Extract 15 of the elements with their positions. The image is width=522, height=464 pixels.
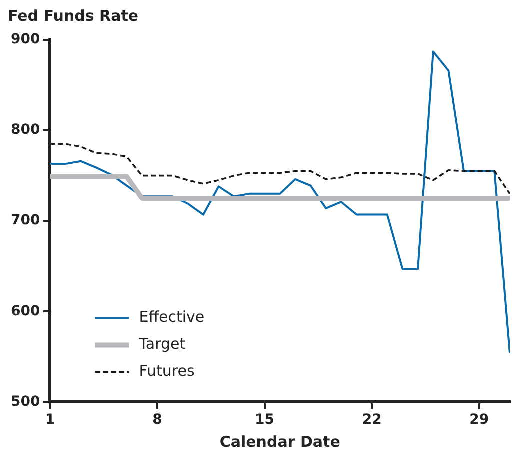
x-tick-label: 1 <box>45 412 56 428</box>
y-tick-label: 600 <box>10 303 40 320</box>
y-tick-label: 700 <box>10 212 40 229</box>
x-tick-label: 8 <box>152 412 162 428</box>
chart-title: Fed Funds Rate <box>8 6 139 25</box>
legend-label: Target <box>138 335 186 354</box>
y-tick-label: 900 <box>10 32 40 48</box>
x-tick-label: 22 <box>362 412 382 428</box>
legend-label: Effective <box>139 308 205 326</box>
x-axis-title: Calendar Date <box>220 432 340 451</box>
y-tick-label: 500 <box>10 394 40 410</box>
x-tick-label: 29 <box>470 412 490 428</box>
legend-label: Futures <box>139 362 195 380</box>
x-tick-label: 15 <box>255 412 275 428</box>
y-tick-label: 800 <box>10 122 40 138</box>
